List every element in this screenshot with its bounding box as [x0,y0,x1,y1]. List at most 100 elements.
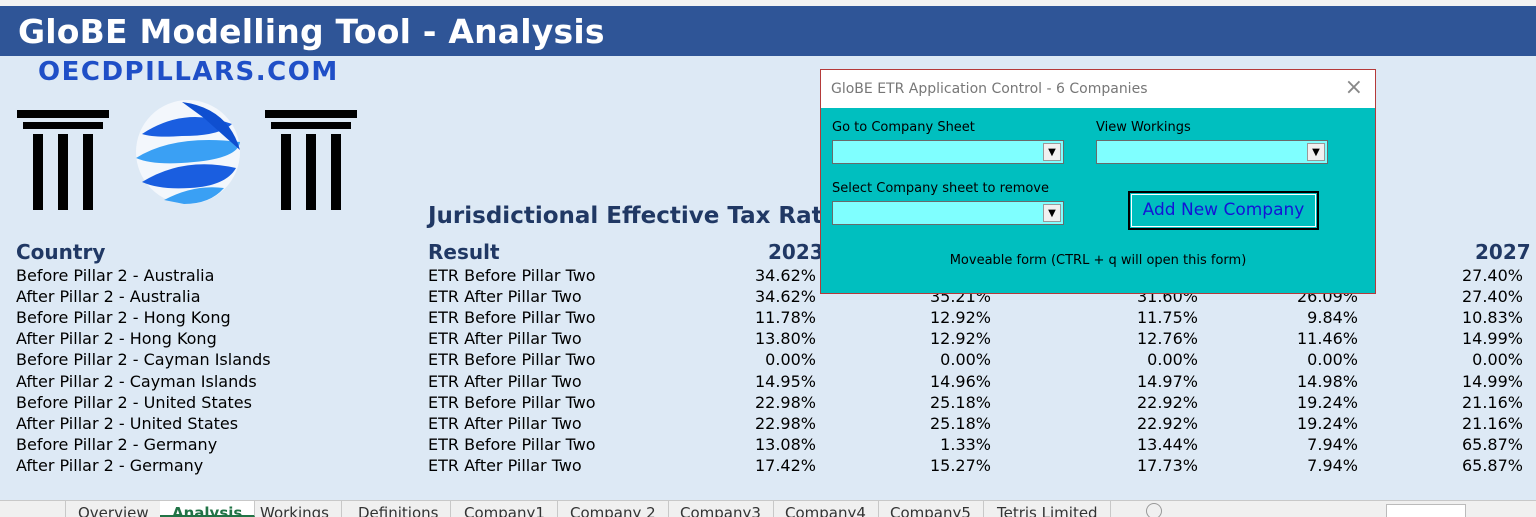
sheet-tab[interactable]: Definitions [346,501,452,517]
dialog-titlebar[interactable]: GloBE ETR Application Control - 6 Compan… [821,70,1375,108]
cell-2027[interactable]: 27.40% [1461,287,1523,306]
cell-2026[interactable]: 11.46% [1296,329,1358,348]
cell-2027[interactable]: 14.99% [1461,329,1523,348]
cell-2024[interactable]: 25.18% [929,393,991,412]
cell-2023[interactable]: 0.00% [765,350,816,369]
logo [17,100,357,210]
cell-country[interactable]: Before Pillar 2 - Cayman Islands [16,350,271,369]
cell-2026[interactable]: 0.00% [1307,350,1358,369]
sheet-scroll-arrows[interactable] [0,501,66,517]
cell-2024[interactable]: 14.96% [929,372,991,391]
chevron-down-icon[interactable]: ▼ [1307,143,1325,161]
cell-2023[interactable]: 13.08% [754,435,816,454]
sheet-tab[interactable]: Company3 [668,501,774,517]
cell-2025[interactable]: 13.44% [1136,435,1198,454]
cell-result[interactable]: ETR After Pillar Two [428,456,582,475]
column-header-2027: 2027 [1475,240,1531,264]
cell-2023[interactable]: 22.98% [754,414,816,433]
cell-2025[interactable]: 22.92% [1136,414,1198,433]
sheet-tab[interactable]: Analysis [160,501,256,517]
chevron-down-icon[interactable]: ▼ [1043,204,1061,222]
cell-result[interactable]: ETR Before Pillar Two [428,393,596,412]
goto-company-combobox[interactable]: ▼ [832,140,1064,164]
pillar-icon [265,110,357,210]
cell-country[interactable]: After Pillar 2 - Australia [16,287,201,306]
column-header-strip [0,0,1536,6]
cell-2024[interactable]: 25.18% [929,414,991,433]
cell-result[interactable]: ETR Before Pillar Two [428,435,596,454]
pillar-icon [17,110,109,210]
sheet-tab[interactable]: Workings [248,501,342,517]
cell-2023[interactable]: 34.62% [754,266,816,285]
sheet-tab[interactable]: Company1 [452,501,558,517]
remove-company-label: Select Company sheet to remove [832,181,1050,196]
sheet-tab[interactable]: Tetris Limited [985,501,1111,517]
cell-2025[interactable]: 0.00% [1147,350,1198,369]
cell-2027[interactable]: 0.00% [1472,350,1523,369]
cell-2023[interactable]: 11.78% [754,308,816,327]
sheet-tab[interactable]: Company4 [773,501,879,517]
cell-country[interactable]: Before Pillar 2 - Germany [16,435,218,454]
cell-2023[interactable]: 22.98% [754,393,816,412]
view-workings-combobox[interactable]: ▼ [1096,140,1328,164]
chevron-down-icon[interactable]: ▼ [1043,143,1061,161]
cell-result[interactable]: ETR Before Pillar Two [428,308,596,327]
sheet-tab[interactable]: Company5 [878,501,984,517]
cell-2025[interactable]: 22.92% [1136,393,1198,412]
cell-result[interactable]: ETR After Pillar Two [428,287,582,306]
cell-2027[interactable]: 14.99% [1461,372,1523,391]
cell-2027[interactable]: 65.87% [1461,435,1523,454]
title-banner: GloBE Modelling Tool - Analysis [0,6,1536,56]
cell-2026[interactable]: 9.84% [1307,308,1358,327]
cell-country[interactable]: Before Pillar 2 - United States [16,393,252,412]
cell-2025[interactable]: 12.76% [1136,329,1198,348]
cell-2025[interactable]: 14.97% [1136,372,1198,391]
cell-2027[interactable]: 21.16% [1461,414,1523,433]
cell-2024[interactable]: 12.92% [929,308,991,327]
horizontal-scrollbar[interactable] [1386,504,1466,517]
plus-circle-icon[interactable] [1146,503,1162,517]
cell-2027[interactable]: 21.16% [1461,393,1523,412]
cell-2026[interactable]: 14.98% [1296,372,1358,391]
cell-2025[interactable]: 11.75% [1136,308,1198,327]
dialog-note: Moveable form (CTRL + q will open this f… [949,253,1247,268]
cell-result[interactable]: ETR Before Pillar Two [428,266,596,285]
goto-company-label: Go to Company Sheet [832,120,975,135]
column-header-country: Country [16,240,106,264]
sheet-tab[interactable]: Company 2 [558,501,669,517]
page-title: GloBE Modelling Tool - Analysis [18,12,605,51]
cell-country[interactable]: After Pillar 2 - Hong Kong [16,329,217,348]
cell-2026[interactable]: 7.94% [1307,435,1358,454]
brand-text: OECDPILLARS.COM [38,57,339,87]
close-icon[interactable]: × [1344,75,1363,100]
cell-2023[interactable]: 17.42% [754,456,816,475]
cell-2026[interactable]: 7.94% [1307,456,1358,475]
cell-2026[interactable]: 19.24% [1296,414,1358,433]
cell-result[interactable]: ETR After Pillar Two [428,329,582,348]
cell-2023[interactable]: 13.80% [754,329,816,348]
cell-2027[interactable]: 65.87% [1461,456,1523,475]
cell-2024[interactable]: 0.00% [940,350,991,369]
cell-country[interactable]: Before Pillar 2 - Australia [16,266,215,285]
cell-result[interactable]: ETR After Pillar Two [428,414,582,433]
cell-2027[interactable]: 10.83% [1461,308,1523,327]
application-control-dialog[interactable]: GloBE ETR Application Control - 6 Compan… [820,69,1376,294]
cell-country[interactable]: After Pillar 2 - Cayman Islands [16,372,257,391]
cell-result[interactable]: ETR Before Pillar Two [428,350,596,369]
cell-2024[interactable]: 1.33% [940,435,991,454]
cell-country[interactable]: Before Pillar 2 - Hong Kong [16,308,231,327]
cell-country[interactable]: After Pillar 2 - Germany [16,456,204,475]
cell-result[interactable]: ETR After Pillar Two [428,372,582,391]
cell-2024[interactable]: 12.92% [929,329,991,348]
column-header-result: Result [428,240,500,264]
cell-2025[interactable]: 17.73% [1136,456,1198,475]
remove-company-combobox[interactable]: ▼ [832,201,1064,225]
cell-2026[interactable]: 19.24% [1296,393,1358,412]
sheet-tab[interactable]: Overview [66,501,162,517]
add-new-company-button[interactable]: Add New Company [1128,191,1319,230]
cell-2023[interactable]: 34.62% [754,287,816,306]
cell-country[interactable]: After Pillar 2 - United States [16,414,239,433]
cell-2024[interactable]: 15.27% [929,456,991,475]
cell-2023[interactable]: 14.95% [754,372,816,391]
cell-2027[interactable]: 27.40% [1461,266,1523,285]
